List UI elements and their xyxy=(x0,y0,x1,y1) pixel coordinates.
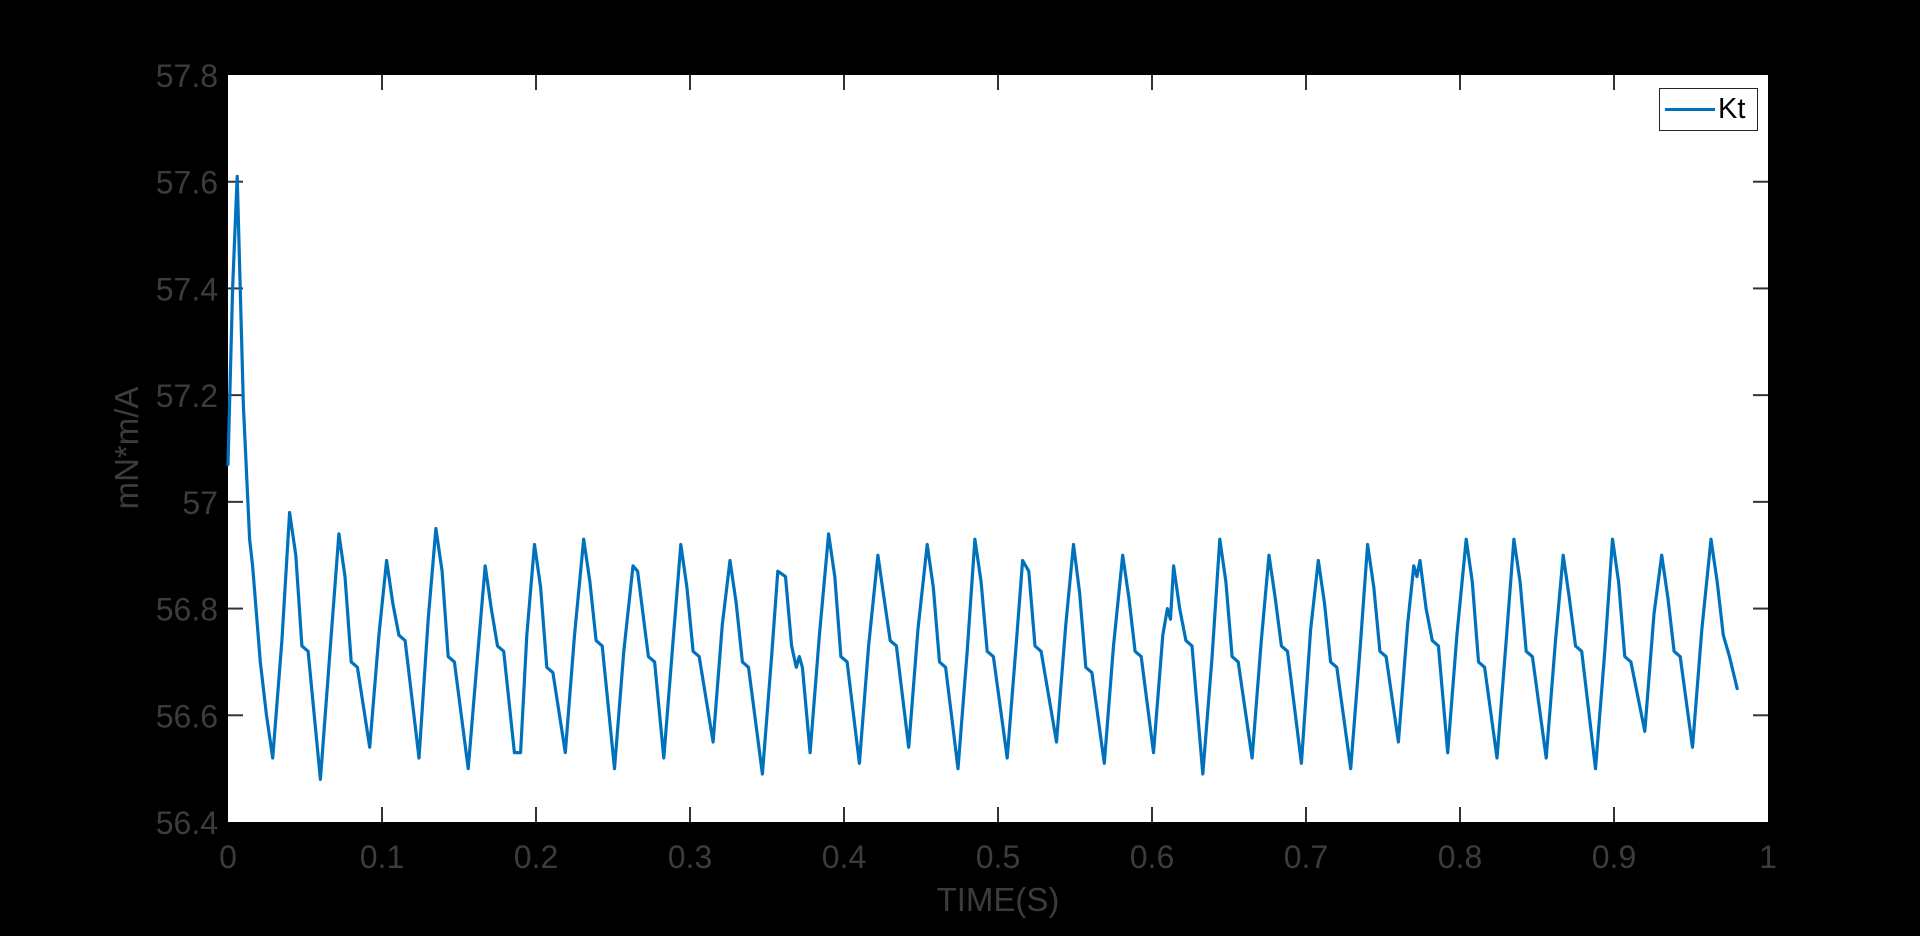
x-tick-label: 1 xyxy=(1759,839,1777,875)
y-tick-label: 57.6 xyxy=(156,165,218,201)
x-tick-label: 0.7 xyxy=(1284,839,1328,875)
x-tick-label: 0.3 xyxy=(668,839,712,875)
x-tick-label: 0 xyxy=(219,839,237,875)
kt-line xyxy=(226,174,1739,781)
x-axis-label: TIME(S) xyxy=(936,881,1060,918)
y-tick-label: 56.8 xyxy=(156,592,218,628)
y-axis-label: mN*m/A xyxy=(108,386,145,510)
x-tick-label: 0.8 xyxy=(1438,839,1482,875)
legend: Kt xyxy=(1659,88,1758,131)
y-tick-label: 57 xyxy=(182,485,218,521)
y-tick-label: 56.4 xyxy=(156,805,218,841)
y-tick-label: 56.6 xyxy=(156,698,218,734)
x-tick-label: 0.6 xyxy=(1130,839,1174,875)
legend-line-sample xyxy=(1665,107,1715,112)
x-tick-label: 0.4 xyxy=(822,839,866,875)
x-tick-label: 0.9 xyxy=(1592,839,1636,875)
legend-label: Kt xyxy=(1718,93,1746,125)
x-tick-label: 0.1 xyxy=(360,839,404,875)
y-tick-label: 57.4 xyxy=(156,271,218,307)
x-tick-label: 0.2 xyxy=(514,839,558,875)
x-tick-label: 0.5 xyxy=(976,839,1020,875)
y-tick-label: 57.8 xyxy=(156,58,218,94)
plot-area xyxy=(228,75,1768,822)
y-tick-label: 57.2 xyxy=(156,378,218,414)
